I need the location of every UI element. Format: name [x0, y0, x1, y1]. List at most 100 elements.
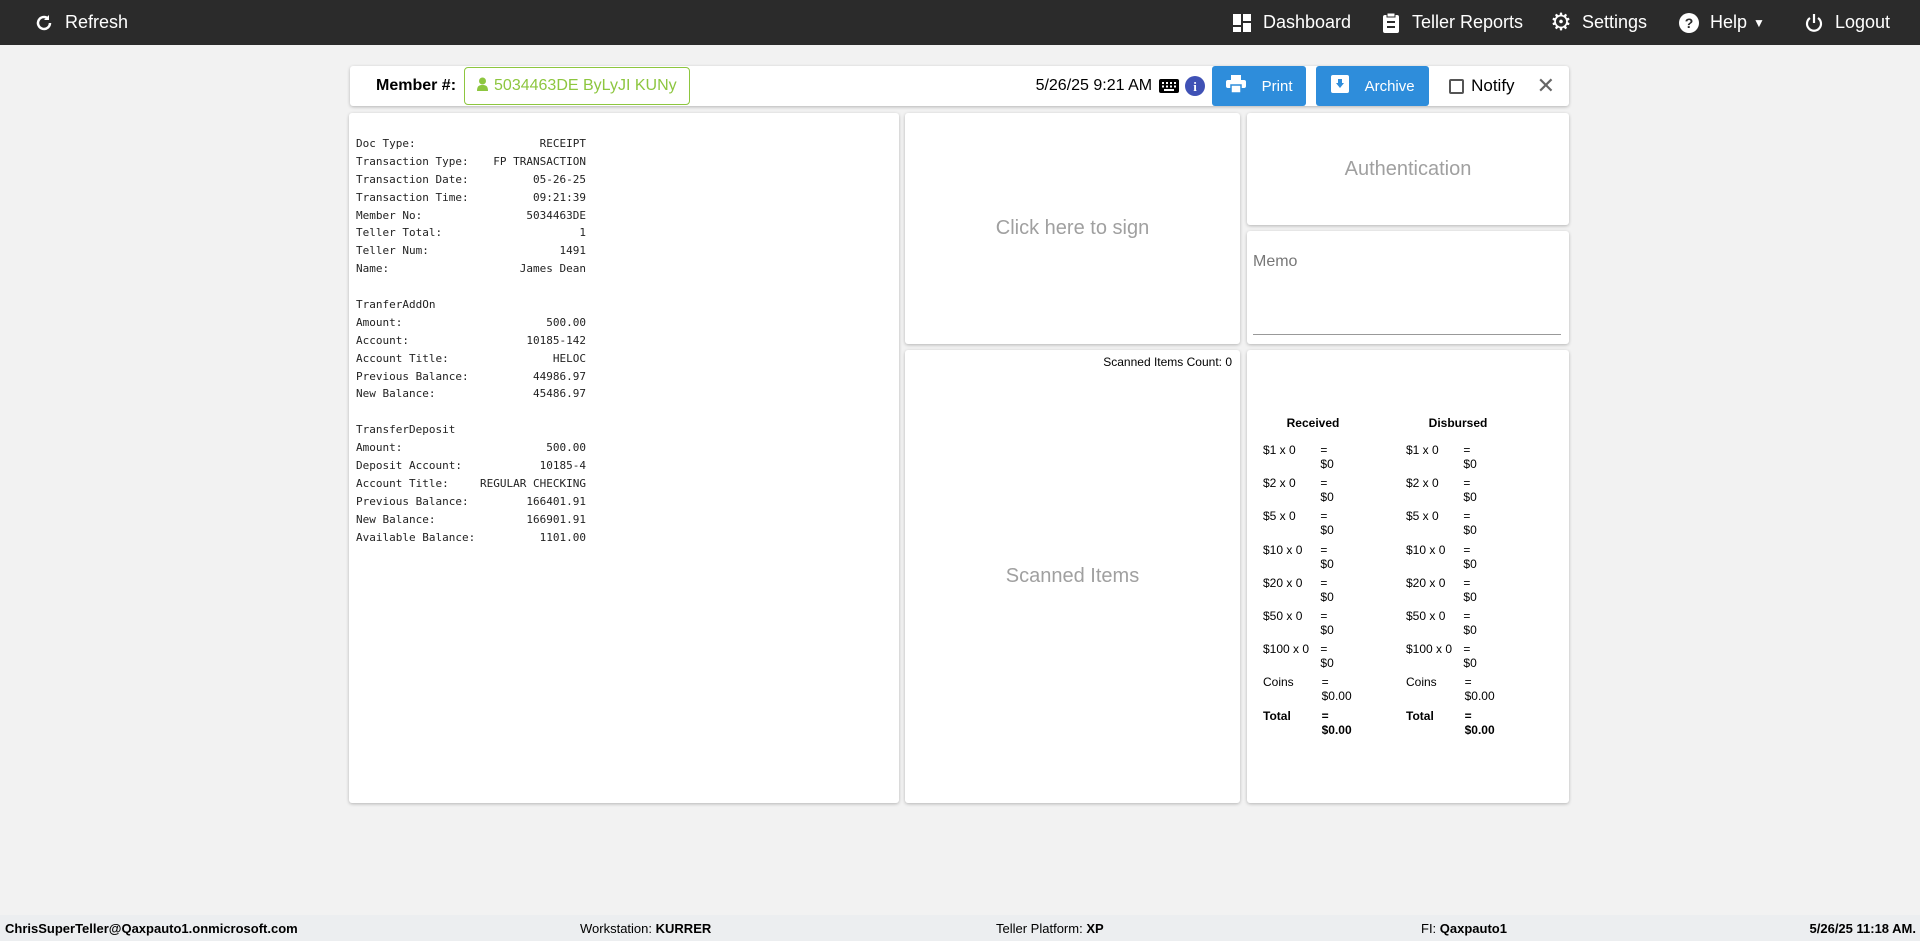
- cash-amount: = $0: [1463, 443, 1477, 471]
- receipt-line: Deposit Account: 10185-4: [356, 459, 586, 477]
- receipt-label: Doc Type:: [356, 137, 416, 150]
- receipt-line: Amount: 500.00: [356, 316, 586, 334]
- cash-amount: = $0: [1463, 509, 1477, 538]
- receipt-label: Amount:: [356, 315, 403, 329]
- receipt-line: Account Title: REGULAR CHECKING: [356, 477, 586, 495]
- receipt-spacer: [356, 280, 899, 298]
- cash-denomination: $2 x 0: [1263, 476, 1296, 491]
- archive-label: Archive: [1364, 77, 1415, 95]
- dashboard-link[interactable]: Dashboard: [1231, 0, 1351, 45]
- cash-row: $10 x 0 = $0: [1406, 543, 1484, 571]
- memo-placeholder: Memo: [1253, 253, 1298, 270]
- cash-denomination: $50 x 0: [1406, 609, 1446, 623]
- receipt-line: Amount: 500.00: [356, 441, 586, 459]
- cash-amount: = $0: [1463, 575, 1477, 604]
- help-menu[interactable]: ? Help ▼: [1678, 0, 1765, 45]
- receipt-line: Previous Balance: 44986.97: [356, 370, 586, 388]
- receipt-label: New Balance:: [356, 512, 436, 526]
- platform-value: XP: [1086, 921, 1104, 936]
- cash-amount: = $0: [1320, 443, 1334, 471]
- power-icon: [1803, 12, 1825, 34]
- cash-row: $50 x 0 = $0: [1406, 609, 1484, 637]
- receipt-value: 44986.97: [533, 369, 586, 383]
- receipt-label: Transaction Type:: [356, 154, 469, 168]
- cash-denomination: $20 x 0: [1263, 575, 1303, 590]
- cash-row: $10 x 0 = $0: [1263, 543, 1341, 571]
- receipt-label: Account Title:: [356, 351, 449, 365]
- cash-denomination: Total: [1263, 708, 1291, 723]
- footer-platform: Teller Platform: XP: [996, 921, 1104, 936]
- keyboard-icon[interactable]: [1159, 79, 1180, 93]
- cash-denomination: $10 x 0: [1263, 542, 1303, 557]
- cash-row: $100 x 0 = $0: [1263, 642, 1341, 670]
- refresh-button[interactable]: Refresh: [33, 0, 128, 45]
- print-label: Print: [1261, 77, 1293, 95]
- notify-checkbox[interactable]: Notify: [1449, 76, 1515, 96]
- receipt-value: 10185-4: [539, 459, 586, 473]
- cash-row: $1 x 0 = $0: [1406, 443, 1484, 471]
- cash-denomination: $5 x 0: [1263, 509, 1296, 524]
- footer-user: ChrisSuperTeller@Qaxpauto1.onmicrosoft.c…: [5, 921, 298, 936]
- receipt-value: 5034463DE: [526, 208, 586, 222]
- receipt-line: Transaction Date: 05-26-25: [356, 173, 586, 191]
- receipt-value: HELOC: [552, 351, 586, 365]
- workstation-value: KURRER: [655, 921, 712, 936]
- scanned-items-placeholder: Scanned Items: [1005, 565, 1140, 587]
- close-icon[interactable]: ✕: [1536, 73, 1555, 98]
- status-bar: ChrisSuperTeller@Qaxpauto1.onmicrosoft.c…: [0, 915, 1920, 941]
- cash-amount: = $0: [1463, 476, 1477, 505]
- cash-row: Coins = $0.00: [1406, 675, 1501, 703]
- column-title: Received: [1286, 416, 1340, 430]
- cash-amount: = $0.00: [1321, 675, 1352, 704]
- receipt-value: James Dean: [519, 262, 586, 276]
- signature-prompt: Click here to sign: [995, 217, 1150, 239]
- receipt-label: Available Balance:: [356, 530, 476, 544]
- logout-link[interactable]: Logout: [1803, 0, 1890, 45]
- cash-denomination: Coins: [1263, 675, 1294, 690]
- info-icon[interactable]: i: [1185, 76, 1206, 96]
- receipt-panel: Doc Type: RECEIPT Transaction Type: FP TRAN…: [349, 113, 899, 803]
- receipt-line: TranferAddOn: [356, 298, 586, 316]
- teller-reports-link[interactable]: Teller Reports: [1380, 0, 1523, 45]
- receipt-value: 1101.00: [539, 530, 586, 544]
- transaction-datetime: 5/26/25 9:21 AM: [1035, 77, 1153, 94]
- receipt-value: 10185-142: [526, 333, 586, 347]
- cash-denomination: $1 x 0: [1263, 443, 1296, 457]
- cash-row: $100 x 0 = $0: [1406, 642, 1484, 670]
- authentication-panel[interactable]: Authentication: [1247, 113, 1569, 225]
- receipt-value: REGULAR CHECKING: [480, 476, 586, 490]
- cash-amount: = $0.00: [1464, 675, 1495, 704]
- member-label: Member #:: [376, 77, 457, 94]
- memo-input[interactable]: Memo: [1253, 241, 1561, 335]
- notify-label: Notify: [1471, 76, 1515, 95]
- signature-pad[interactable]: Click here to sign: [905, 113, 1240, 344]
- receipt-label: TranferAddOn: [356, 298, 436, 312]
- receipt-line: Previous Balance: 166401.91: [356, 495, 586, 513]
- receipt-value: 05-26-25: [533, 172, 586, 186]
- cash-denomination: $1 x 0: [1406, 443, 1439, 457]
- archive-icon: [1330, 75, 1349, 97]
- cash-row: $5 x 0 = $0: [1406, 509, 1484, 537]
- fi-value: Qaxpauto1: [1439, 921, 1507, 936]
- receipt-label: Member No:: [356, 208, 423, 222]
- member-field[interactable]: 5034463DE ByLyJI KUNy: [464, 67, 690, 105]
- receipt-value: 1491: [559, 244, 587, 258]
- archive-button[interactable]: Archive: [1316, 66, 1430, 106]
- receipt-value: 45486.97: [533, 387, 586, 401]
- receipt-line: Account: 10185-142: [356, 334, 586, 352]
- checkbox-icon[interactable]: [1449, 78, 1465, 94]
- print-button[interactable]: Print: [1212, 66, 1307, 106]
- dashboard-icon: [1231, 12, 1253, 34]
- settings-link[interactable]: ⚙ Settings: [1550, 0, 1647, 45]
- cash-denomination: $10 x 0: [1406, 542, 1446, 557]
- receipt-label: Amount:: [356, 441, 403, 455]
- cash-denomination: $5 x 0: [1406, 509, 1439, 524]
- cash-denomination: $2 x 0: [1406, 476, 1439, 491]
- help-icon: ?: [1678, 12, 1700, 34]
- receipt-label: Teller Num:: [356, 244, 429, 258]
- memo-panel: Memo: [1247, 231, 1569, 344]
- receipt-line: Name: James Dean: [356, 262, 586, 280]
- cash-amount: = $0.00: [1321, 708, 1352, 737]
- cash-denomination: $100 x 0: [1406, 642, 1453, 657]
- authentication-title: Authentication: [1344, 157, 1472, 180]
